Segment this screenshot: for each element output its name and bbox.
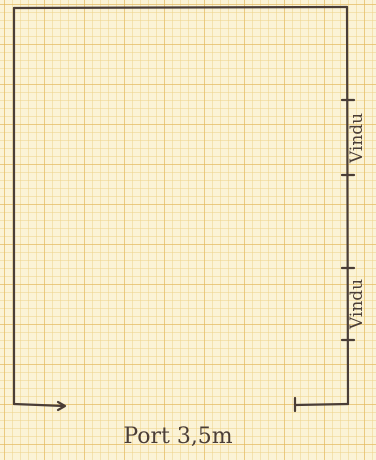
window-label-upper: Vindu <box>347 113 367 164</box>
door-right-mark <box>293 402 350 407</box>
door-label: Port 3,5m <box>123 424 232 449</box>
wall-top <box>12 5 349 10</box>
window-label-lower: Vindu <box>347 279 367 330</box>
door-left-arrow <box>56 400 67 412</box>
wall-right <box>345 5 350 406</box>
door-left-mark <box>12 402 66 408</box>
